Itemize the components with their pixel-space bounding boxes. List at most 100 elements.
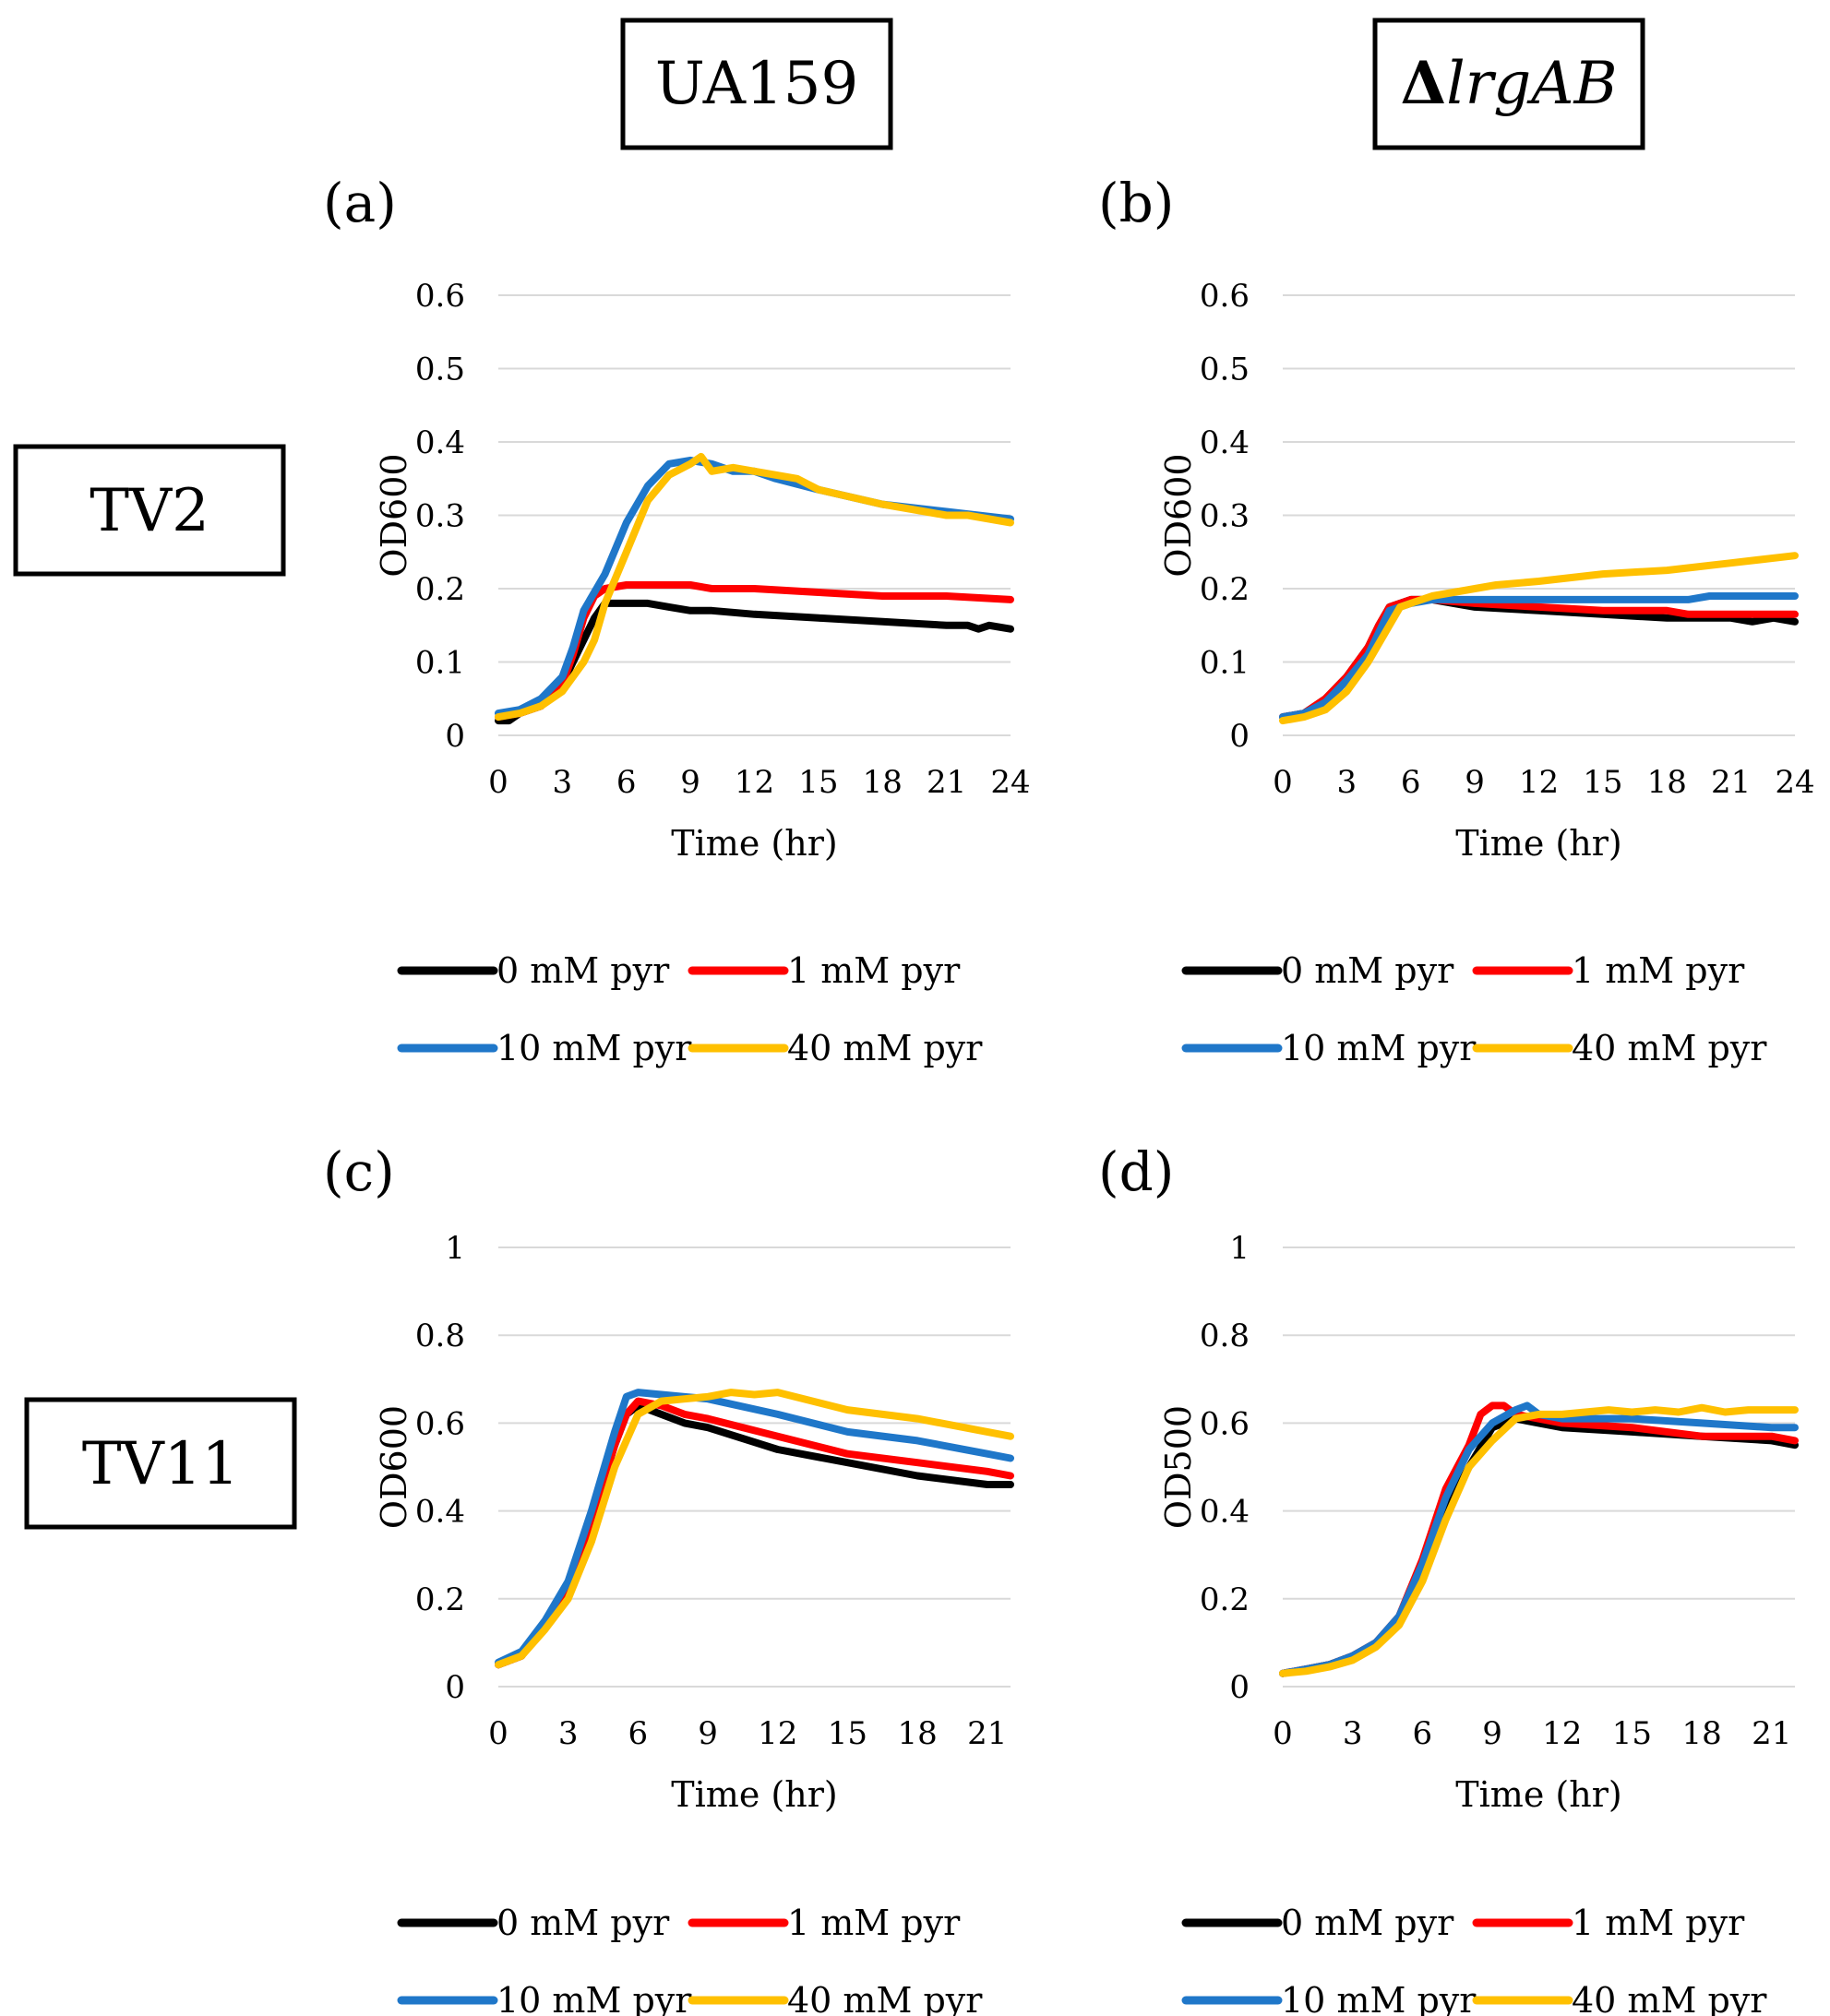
legend-label: 10 mM pyr [1281, 1028, 1477, 1068]
legend-label: 1 mM pyr [787, 1903, 961, 1943]
legend-label: 1 mM pyr [787, 950, 961, 991]
legend-label: 0 mM pyr [1281, 950, 1454, 991]
legend-label: 40 mM pyr [1572, 1980, 1767, 2016]
x-tick-label: 18 [1647, 764, 1687, 801]
panel-label-d: (d) [1098, 1140, 1174, 1203]
y-tick-label: 0.1 [1200, 645, 1250, 682]
x-tick-label: 9 [680, 764, 700, 801]
y-tick-label: 0.6 [415, 1405, 465, 1442]
legend-c: 0 mM pyr 1 mM pyr 10 mM pyr 40 mM pyr [397, 1903, 983, 2016]
series-line-1-mm-pyr [1279, 1402, 1799, 1677]
x-tick-label: 3 [553, 764, 573, 801]
legend-label: 0 mM pyr [496, 1903, 670, 1943]
y-tick-label: 0 [1229, 718, 1250, 755]
x-tick-label: 0 [488, 1715, 508, 1752]
x-tick-label: 24 [990, 764, 1030, 801]
y-tick-label: 0.1 [415, 645, 465, 682]
chart-panel-c: (c) 0 0.2 0.4 0.6 0.8 1 0 3 6 9 12 15 18 21 Time (hr) OD… [323, 1140, 1014, 2016]
x-tick-label: 21 [967, 1715, 1007, 1752]
x-tick-label: 6 [1413, 1715, 1433, 1752]
series-line-10-mm-pyr [1279, 1402, 1799, 1677]
x-tick-label: 3 [1343, 1715, 1363, 1752]
y-tick-label: 0.2 [1200, 571, 1250, 608]
x-tick-label: 18 [1681, 1715, 1721, 1752]
delta-symbol: Δ [1401, 49, 1447, 118]
x-tick-label: 12 [1542, 1715, 1582, 1752]
x-tick-label: 15 [1612, 1715, 1652, 1752]
row-label-tv2-text: TV2 [90, 477, 209, 545]
chart-panel-b: (b) 0 0.1 0.2 0.3 0.4 0.5 0.6 0 3 6 9 12 15 18 21 24 Time… [1098, 172, 1815, 1068]
legend-d: 0 mM pyr 1 mM pyr 10 mM pyr 40 mM pyr [1181, 1903, 1767, 2016]
legend-label: 40 mM pyr [1572, 1028, 1767, 1068]
panel-label-a: (a) [323, 172, 397, 234]
header-ua159: UA159 [620, 18, 893, 150]
y-axis-label: OD600 [374, 453, 414, 577]
row-label-tv11: TV11 [24, 1397, 297, 1530]
legend-label: 40 mM pyr [787, 1980, 983, 2016]
legend-label: 10 mM pyr [496, 1980, 692, 2016]
x-tick-label: 24 [1775, 764, 1814, 801]
y-tick-label: 0 [445, 1669, 465, 1706]
legend-b: 0 mM pyr 1 mM pyr 10 mM pyr 40 mM pyr [1181, 950, 1767, 1068]
series-line-10-mm-pyr [1279, 592, 1799, 722]
series-line-40-mm-pyr [495, 452, 1014, 722]
y-axis-label: OD600 [374, 1405, 414, 1529]
y-tick-label: 0.6 [1200, 1405, 1250, 1442]
x-tick-label: 6 [616, 764, 637, 801]
y-tick-label: 0 [445, 718, 465, 755]
y-tick-label: 0.4 [1200, 1494, 1250, 1531]
x-tick-label: 9 [1482, 1715, 1502, 1752]
legend-label: 0 mM pyr [496, 950, 670, 991]
y-tick-label: 0 [1229, 1669, 1250, 1706]
lrgab-name: lrgAB [1446, 50, 1617, 118]
header-lrgab: ΔlrgAB [1372, 18, 1645, 150]
legend-label: 0 mM pyr [1281, 1903, 1454, 1943]
x-tick-label: 6 [1401, 764, 1421, 801]
legend-label: 40 mM pyr [787, 1028, 983, 1068]
legend-label: 1 mM pyr [1572, 950, 1745, 991]
x-tick-label: 9 [698, 1715, 718, 1752]
chart-panel-a: (a) 0 0.1 0.2 0.3 0.4 0.5 0.6 0 3 6 9 12 15 18 21 24 Time… [323, 172, 1031, 1068]
legend-label: 10 mM pyr [1281, 1980, 1477, 2016]
x-tick-label: 0 [488, 764, 508, 801]
series-line-40-mm-pyr [1279, 552, 1799, 725]
legend-label: 1 mM pyr [1572, 1903, 1745, 1943]
header-ua159-text: UA159 [655, 50, 858, 118]
panel-label-c: (c) [323, 1140, 395, 1203]
x-tick-label: 12 [1519, 764, 1559, 801]
x-axis-label: Time (hr) [671, 823, 837, 864]
y-tick-label: 0.2 [1200, 1581, 1250, 1618]
series-line-0-mm-pyr [1279, 1414, 1799, 1677]
header-lrgab-text: ΔlrgAB [1401, 49, 1618, 118]
y-tick-label: 0.4 [415, 424, 465, 461]
panel-label-b: (b) [1098, 172, 1174, 234]
y-axis-label: OD500 [1158, 1405, 1199, 1529]
row-label-tv11-text: TV11 [82, 1430, 239, 1498]
y-tick-label: 1 [445, 1230, 465, 1267]
x-tick-label: 21 [1752, 1715, 1791, 1752]
legend-a: 0 mM pyr 1 mM pyr 10 mM pyr 40 mM pyr [397, 950, 983, 1068]
x-tick-label: 0 [1273, 1715, 1293, 1752]
y-tick-label: 0.5 [415, 352, 465, 388]
series-line-40-mm-pyr [495, 1389, 1014, 1669]
series-line-1-mm-pyr [1279, 595, 1799, 722]
chart-panel-d: (d) 0 0.2 0.4 0.6 0.8 1 0 3 6 9 12 15 18 21 Time (hr) OD… [1098, 1140, 1799, 2016]
y-tick-label: 0.2 [415, 571, 465, 608]
y-tick-label: 0.4 [415, 1494, 465, 1531]
x-tick-label: 15 [1583, 764, 1622, 801]
row-label-tv2: TV2 [13, 444, 286, 577]
y-tick-label: 0.3 [415, 498, 465, 535]
x-tick-label: 21 [927, 764, 966, 801]
y-tick-label: 0.6 [1200, 278, 1250, 315]
y-tick-label: 1 [1229, 1230, 1250, 1267]
x-tick-label: 18 [863, 764, 903, 801]
x-tick-label: 15 [798, 764, 838, 801]
x-tick-label: 18 [897, 1715, 937, 1752]
x-tick-label: 6 [628, 1715, 649, 1752]
series-line-1-mm-pyr [495, 581, 1014, 722]
x-tick-label: 12 [735, 764, 774, 801]
x-tick-label: 12 [758, 1715, 797, 1752]
legend-label: 10 mM pyr [496, 1028, 692, 1068]
x-tick-label: 21 [1711, 764, 1751, 801]
